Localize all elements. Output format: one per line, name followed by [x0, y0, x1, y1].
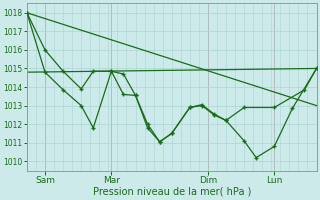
X-axis label: Pression niveau de la mer( hPa ): Pression niveau de la mer( hPa ) [92, 187, 251, 197]
